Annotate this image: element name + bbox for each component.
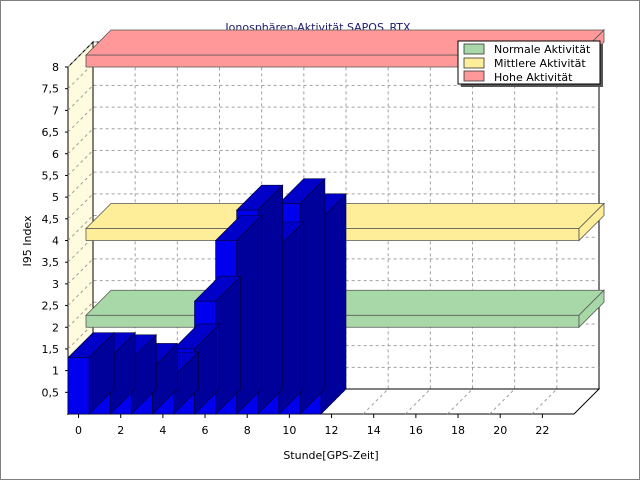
legend-label-high: Hohe Aktivität — [494, 71, 573, 84]
band-side-face — [578, 202, 605, 242]
x-tick-label: 4 — [159, 424, 166, 437]
x-tick-label: 22 — [535, 424, 549, 437]
grid-line-x — [194, 42, 220, 415]
grid-lines — [67, 41, 599, 415]
y-tick-labels: 0,5 1 1,5 2 2,5 3 3,5 4 4,5 5 5,5 6 6,5 7 7,5 8 — [42, 61, 68, 399]
y-tick-label: 2,5 — [42, 300, 60, 313]
grid-line-x — [404, 42, 431, 415]
grid-line-y — [67, 149, 599, 176]
y-tick-label: 6 — [52, 148, 59, 161]
x-tick-label: 18 — [451, 424, 465, 437]
grid-line-y — [67, 258, 599, 285]
grid-line-x — [236, 42, 263, 415]
grid-line-x — [447, 42, 473, 415]
legend-label-medium: Mittlere Aktivität — [494, 57, 586, 70]
y-tick-label: 4,5 — [42, 213, 60, 226]
grid-line-x — [109, 42, 136, 415]
bar-series — [67, 177, 347, 415]
y-tick-label: 5,5 — [42, 169, 60, 182]
y-tick-label: 3 — [52, 278, 59, 291]
y-tick-label: 1 — [52, 365, 59, 378]
x-tick-label: 2 — [117, 424, 124, 437]
bar-0 — [67, 331, 115, 415]
x-tick-label: 20 — [493, 424, 507, 437]
y-tick-label: 6,5 — [42, 126, 60, 139]
grid-line-y — [67, 106, 599, 133]
x-tick-label: 14 — [367, 424, 381, 437]
y-tick-label: 0,5 — [42, 386, 60, 399]
x-tick-label: 16 — [409, 424, 423, 437]
legend-swatch-medium — [463, 57, 485, 69]
y-tick-label: 8 — [52, 61, 59, 74]
band-side-face — [578, 289, 605, 329]
grid-line-x — [320, 42, 347, 415]
x-tick-label: 0 — [75, 424, 82, 437]
grid-line-y — [67, 366, 599, 393]
legend-swatch-normal — [463, 43, 485, 55]
bar-front-face — [67, 357, 90, 415]
x-tick-label: 6 — [202, 424, 209, 437]
grid-line-x — [489, 42, 516, 415]
y-tick-label: 1,5 — [42, 343, 60, 356]
y-axis-label: I95 Index — [21, 215, 34, 267]
x-tick-labels: 0 2 4 6 8 10 12 14 16 18 20 22 — [75, 414, 549, 437]
grid-line-y — [67, 280, 599, 306]
x-tick-label: 8 — [244, 424, 251, 437]
y-tick-label: 7,5 — [42, 83, 60, 96]
y-tick-label: 4 — [52, 235, 59, 248]
x-axis-label: Stunde[GPS-Zeit] — [283, 449, 378, 462]
grid-line-x — [278, 42, 305, 415]
y-tick-label: 3,5 — [42, 256, 60, 269]
legend: Normale Aktivität Mittlere Aktivität Hoh… — [457, 40, 603, 87]
legend-label-normal: Normale Aktivität — [494, 43, 591, 56]
x-tick-label: 10 — [282, 424, 296, 437]
legend-swatch-high — [463, 70, 485, 82]
grid-line-x — [151, 42, 178, 415]
grid-line-x — [531, 42, 558, 415]
y-tick-label: 2 — [52, 321, 59, 334]
y-tick-label: 7 — [52, 104, 59, 117]
grid-line-x — [362, 42, 389, 415]
y-tick-label: 5 — [52, 191, 59, 204]
x-tick-label: 12 — [325, 424, 339, 437]
